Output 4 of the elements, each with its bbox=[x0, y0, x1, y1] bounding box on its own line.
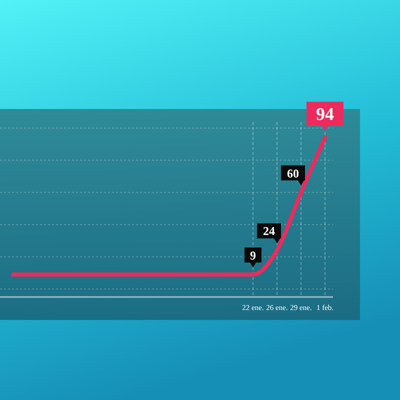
data-label: 94 bbox=[316, 104, 334, 124]
data-label: 9 bbox=[250, 248, 256, 262]
data-label: 24 bbox=[263, 224, 275, 238]
data-label: 60 bbox=[287, 166, 299, 180]
